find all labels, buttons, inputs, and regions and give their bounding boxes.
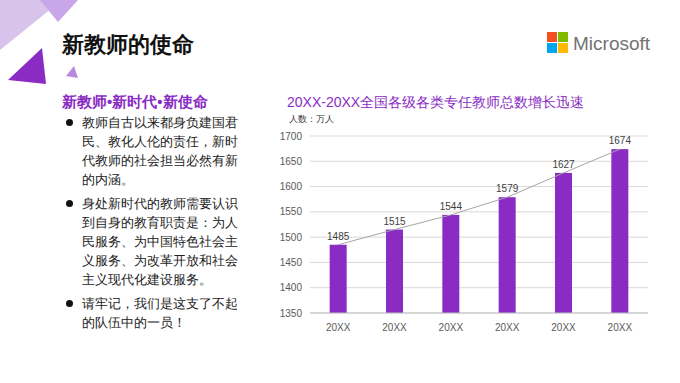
bar <box>386 230 403 313</box>
deco <box>8 48 46 84</box>
logo-square <box>558 32 568 42</box>
chart-title: 20XX-20XX全国各级各类专任教师总数增长迅速 <box>287 94 584 110</box>
bullet-text: 请牢记，我们是这支了不起的队伍中的一员！ <box>82 296 238 330</box>
data-label: 1544 <box>440 201 463 212</box>
x-tick-label: 20XX <box>326 322 351 333</box>
bullet-text: 身处新时代的教师需要认识到自身的教育职责是：为人民服务、为中国特色社会主义服务、… <box>82 196 238 287</box>
logo-square <box>558 43 568 53</box>
deco <box>66 66 78 78</box>
x-tick-label: 20XX <box>382 322 407 333</box>
bar <box>442 215 459 313</box>
data-label: 1627 <box>552 159 575 170</box>
grid-line <box>310 237 648 238</box>
bullet-item: 教师自古以来都身负建国君民、教化人伦的责任，新时代教师的社会担当必然有新的内涵。 <box>64 113 240 189</box>
logo-square <box>547 32 557 42</box>
grid-line <box>310 262 648 263</box>
bar <box>555 173 572 313</box>
data-label: 1579 <box>496 183 519 194</box>
bullet-list: 教师自古以来都身负建国君民、教化人伦的责任，新时代教师的社会担当必然有新的内涵。… <box>64 113 240 337</box>
subtitle: 新教师•新时代•新使命 <box>62 93 208 112</box>
y-tick-label: 1450 <box>280 257 303 268</box>
grid-line <box>310 287 648 288</box>
grid-line <box>310 186 648 187</box>
x-tick-label: 20XX <box>439 322 464 333</box>
y-tick-label: 1500 <box>280 232 303 243</box>
y-tick-label: 1350 <box>280 308 303 319</box>
y-tick-label: 1550 <box>280 206 303 217</box>
y-axis-label: 人数：万人 <box>289 114 334 124</box>
data-label: 1674 <box>609 135 632 146</box>
x-tick-label: 20XX <box>608 322 633 333</box>
bar <box>330 245 347 313</box>
bullet-dot <box>66 200 73 207</box>
plot-area <box>330 149 629 313</box>
y-tick-label: 1600 <box>280 181 303 192</box>
bullet-item: 请牢记，我们是这支了不起的队伍中的一员！ <box>64 294 240 332</box>
deco <box>40 0 78 22</box>
logo-square <box>547 43 557 53</box>
bullet-text: 教师自古以来都身负建国君民、教化人伦的责任，新时代教师的社会担当必然有新的内涵。 <box>82 115 238 187</box>
y-tick-label: 1400 <box>280 282 303 293</box>
x-axis <box>310 313 648 314</box>
y-tick-label: 1650 <box>280 156 303 167</box>
data-label: 1485 <box>327 231 350 242</box>
bullet-dot <box>66 119 73 126</box>
x-tick-label: 20XX <box>495 322 520 333</box>
grid-line <box>310 211 648 212</box>
bullet-item: 身处新时代的教师需要认识到自身的教育职责是：为人民服务、为中国特色社会主义服务、… <box>64 194 240 289</box>
bullet-dot <box>66 300 73 307</box>
grid-line <box>310 313 648 314</box>
slide-title: 新教师的使命 <box>62 30 194 60</box>
x-tick-label: 20XX <box>551 322 576 333</box>
data-label: 1515 <box>383 216 406 227</box>
trend-line <box>338 149 620 245</box>
bar <box>611 149 628 313</box>
bar <box>499 197 516 313</box>
grid-line <box>310 136 648 137</box>
y-tick-label: 1700 <box>280 131 303 142</box>
logo-text: Microsoft <box>573 33 650 55</box>
grid-line <box>310 161 648 162</box>
